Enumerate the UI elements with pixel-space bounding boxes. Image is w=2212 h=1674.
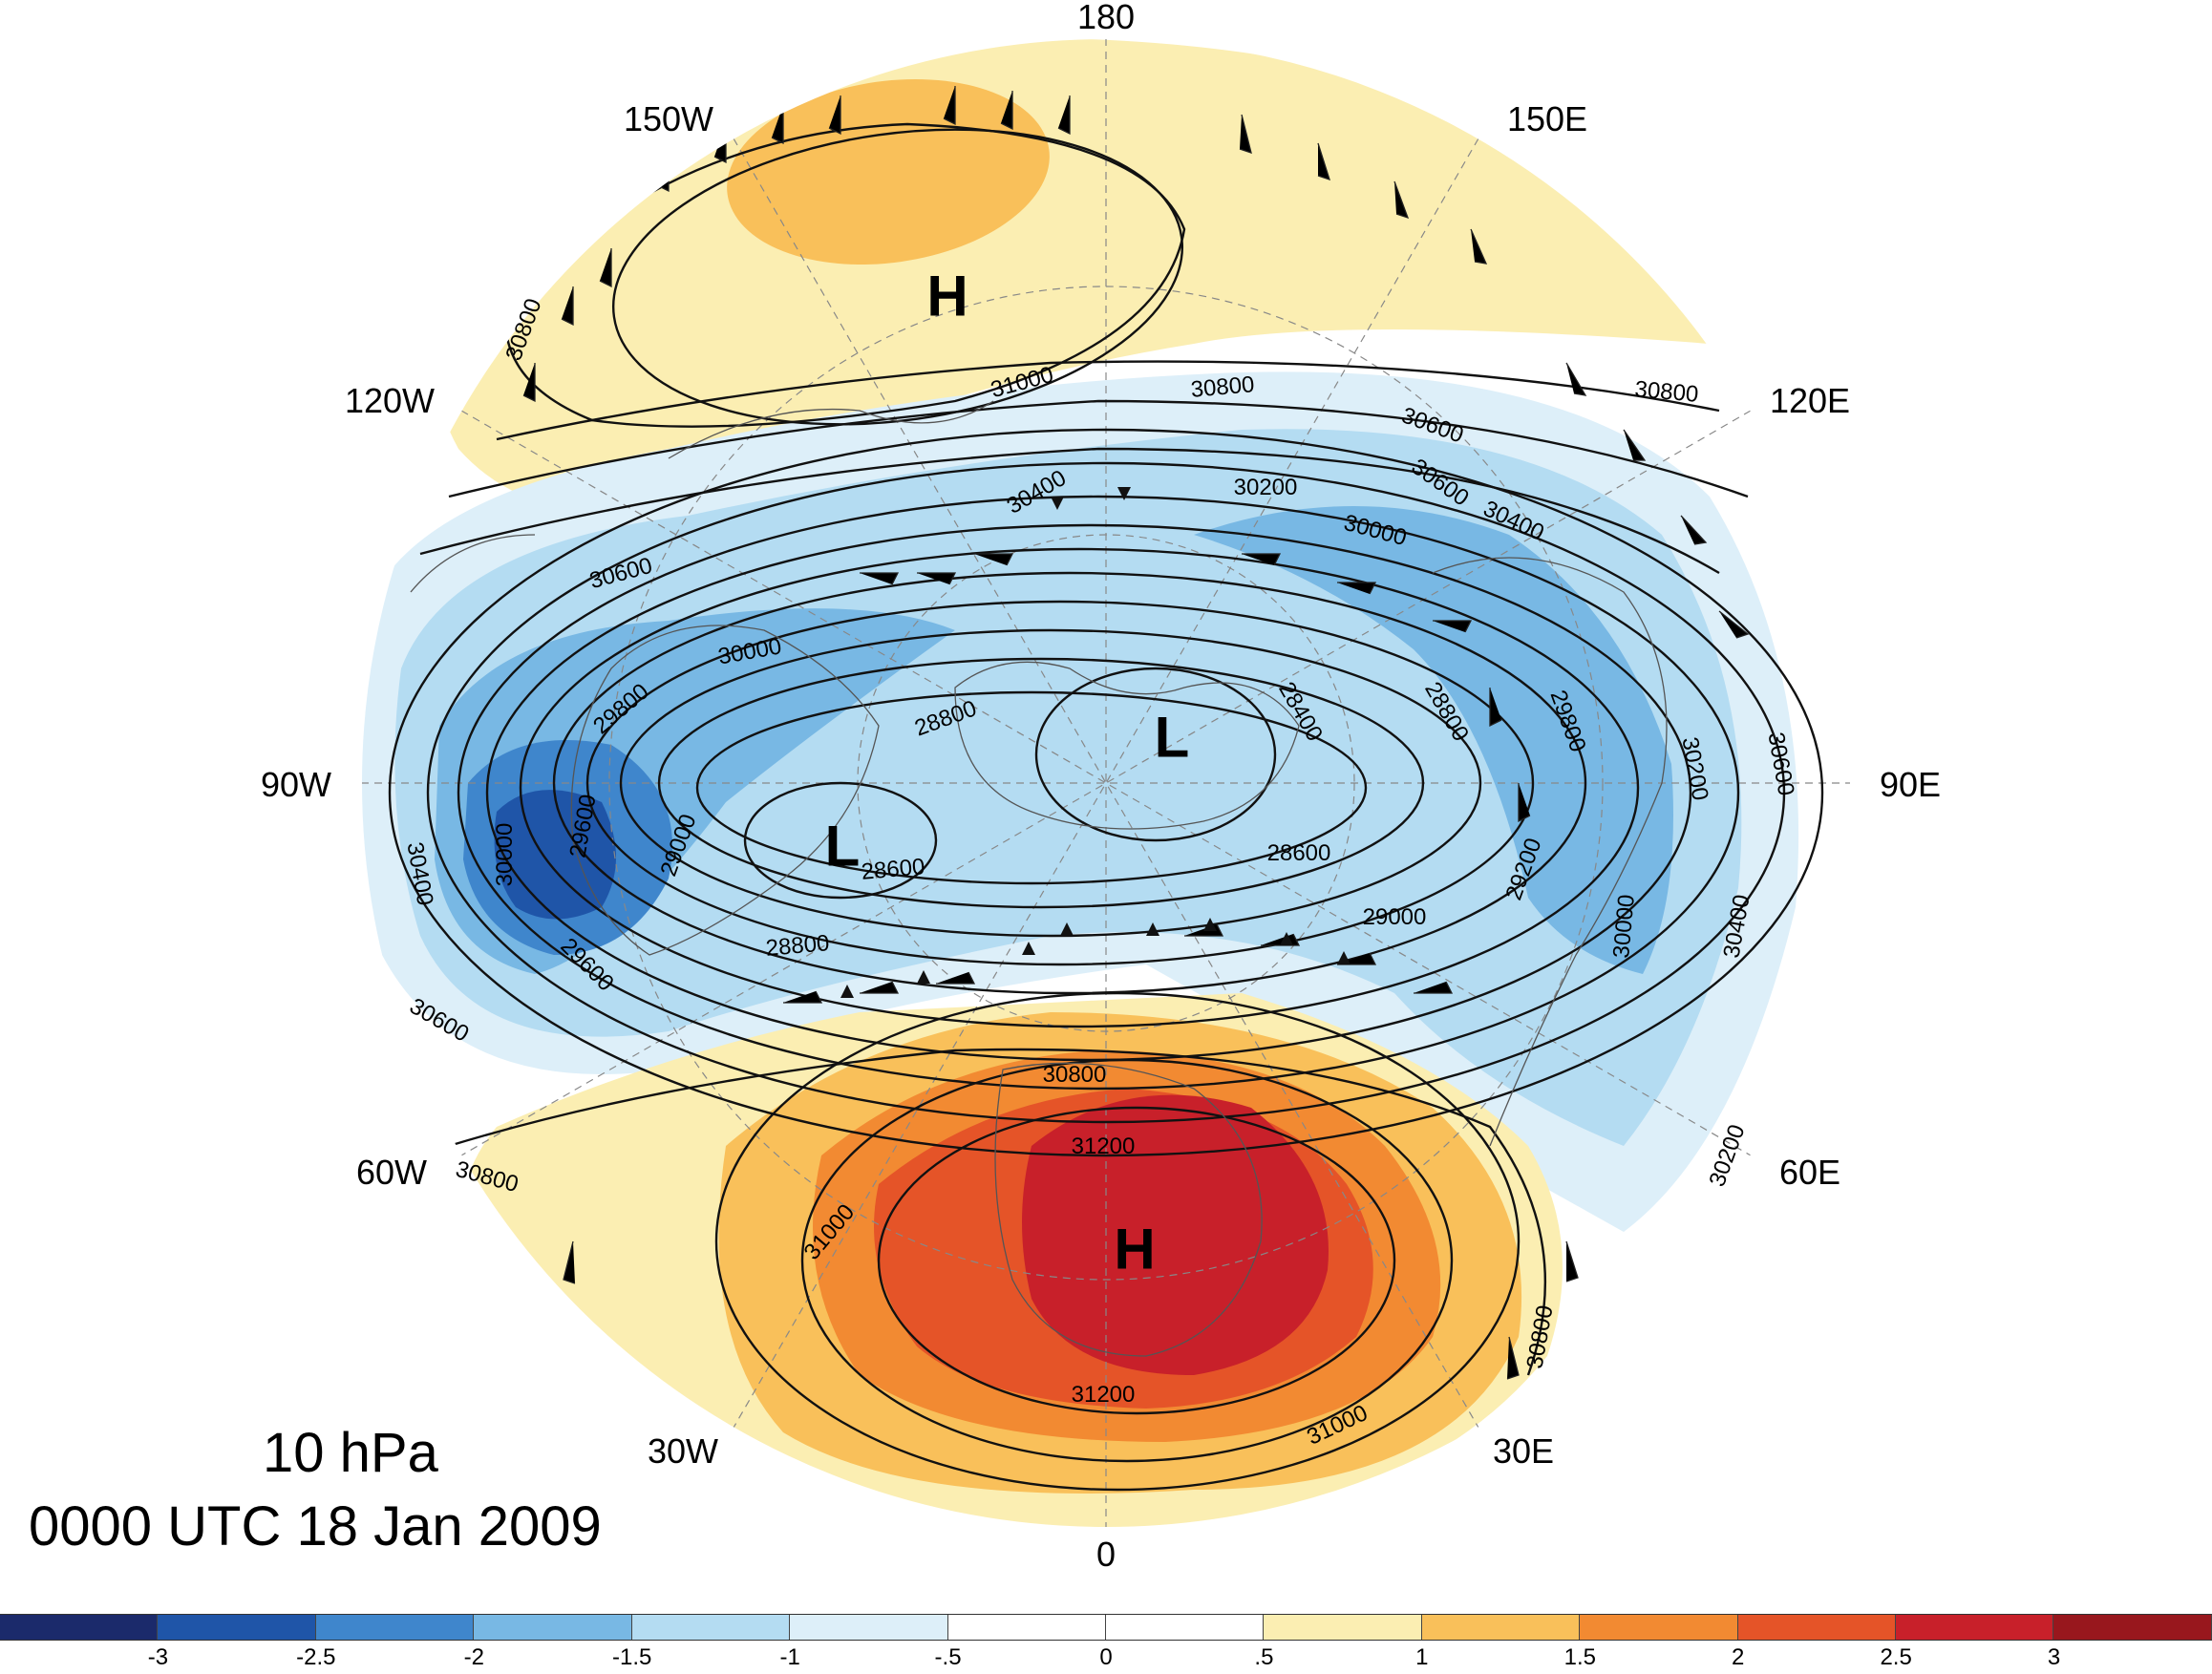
lon-label-60e: 60E <box>1778 1153 1841 1192</box>
graticule <box>361 38 1851 1528</box>
height-contours <box>388 122 1824 1492</box>
colorbar-segment <box>790 1615 948 1640</box>
colorbar-tick-label: -3 <box>147 1644 169 1670</box>
colorbar-tick-label: .5 <box>1254 1644 1274 1670</box>
lon-label-60w: 60W <box>355 1153 428 1192</box>
lon-label-90e: 90E <box>1879 765 1942 804</box>
colorbar-tick-label: 1 <box>1415 1644 1429 1670</box>
contour-label: 28600 <box>1267 840 1331 866</box>
colorbar-tick-label: -2.5 <box>296 1644 336 1670</box>
lon-label-120e: 120E <box>1769 381 1851 420</box>
anomaly-shading <box>361 38 1799 1528</box>
contour-label: 28800 <box>765 930 831 962</box>
colorbar-tick-label: -2 <box>463 1644 484 1670</box>
lon-label-150e: 150E <box>1506 99 1588 138</box>
colorbar-tick-label: 2 <box>1732 1644 1745 1670</box>
colorbar-segment <box>1896 1615 2054 1640</box>
colorbar-tick-label: -1 <box>779 1644 800 1670</box>
colorbar-segment <box>947 1615 1106 1640</box>
coastlines <box>410 400 1668 1357</box>
colorbar-tick-label: -1.5 <box>612 1644 652 1670</box>
colorbar-segment <box>1421 1615 1581 1640</box>
valid-time-title: 0000 UTC 18 Jan 2009 <box>29 1495 602 1557</box>
colorbar <box>0 1614 2212 1641</box>
lon-label-90w: 90W <box>260 765 332 804</box>
contour-label: 30200 <box>1234 475 1298 500</box>
lon-label-0: 0 <box>1095 1535 1117 1574</box>
map-boundary <box>360 37 1852 1529</box>
contour-label: 31200 <box>1072 1382 1136 1408</box>
colorbar-segment <box>1580 1615 1738 1640</box>
contour-label: 29000 <box>1363 904 1427 930</box>
lon-label-30w: 30W <box>647 1431 719 1471</box>
high-center-pacific: H <box>926 264 968 328</box>
colorbar-segment <box>2053 1615 2212 1640</box>
colorbar-tick-label: -.5 <box>934 1644 962 1670</box>
contour-label: 30000 <box>492 823 518 887</box>
colorbar-segment <box>315 1615 475 1640</box>
colorbar-segment <box>1737 1615 1897 1640</box>
contour-label: 31200 <box>1072 1134 1136 1159</box>
contour-label: 30800 <box>1634 376 1700 408</box>
colorbar-segment <box>1105 1615 1265 1640</box>
colorbar-tick-label: 1.5 <box>1563 1644 1596 1670</box>
lon-label-150w: 150W <box>623 99 714 138</box>
colorbar-segment <box>474 1615 632 1640</box>
colorbar-tick-label: 3 <box>2047 1644 2061 1670</box>
high-center-europe: H <box>1114 1217 1156 1282</box>
lon-label-180: 180 <box>1076 0 1136 36</box>
colorbar-tick-label: 2.5 <box>1880 1644 1912 1670</box>
lon-label-120w: 120W <box>344 381 436 420</box>
colorbar-segment <box>158 1615 316 1640</box>
colorbar-segment <box>0 1615 159 1640</box>
colorbar-tick-label: 0 <box>1099 1644 1113 1670</box>
low-center-greenland: L <box>824 814 861 879</box>
pressure-level-title: 10 hPa <box>263 1422 438 1484</box>
contour-label: 30800 <box>1190 371 1256 403</box>
contour-label: 28600 <box>861 854 926 885</box>
contour-label: 30800 <box>1043 1062 1107 1088</box>
lon-label-30e: 30E <box>1492 1431 1555 1471</box>
contour-label: 30000 <box>1608 894 1640 960</box>
colorbar-segment <box>631 1615 791 1640</box>
low-center-siberia: L <box>1154 705 1190 770</box>
colorbar-segment <box>1264 1615 1422 1640</box>
